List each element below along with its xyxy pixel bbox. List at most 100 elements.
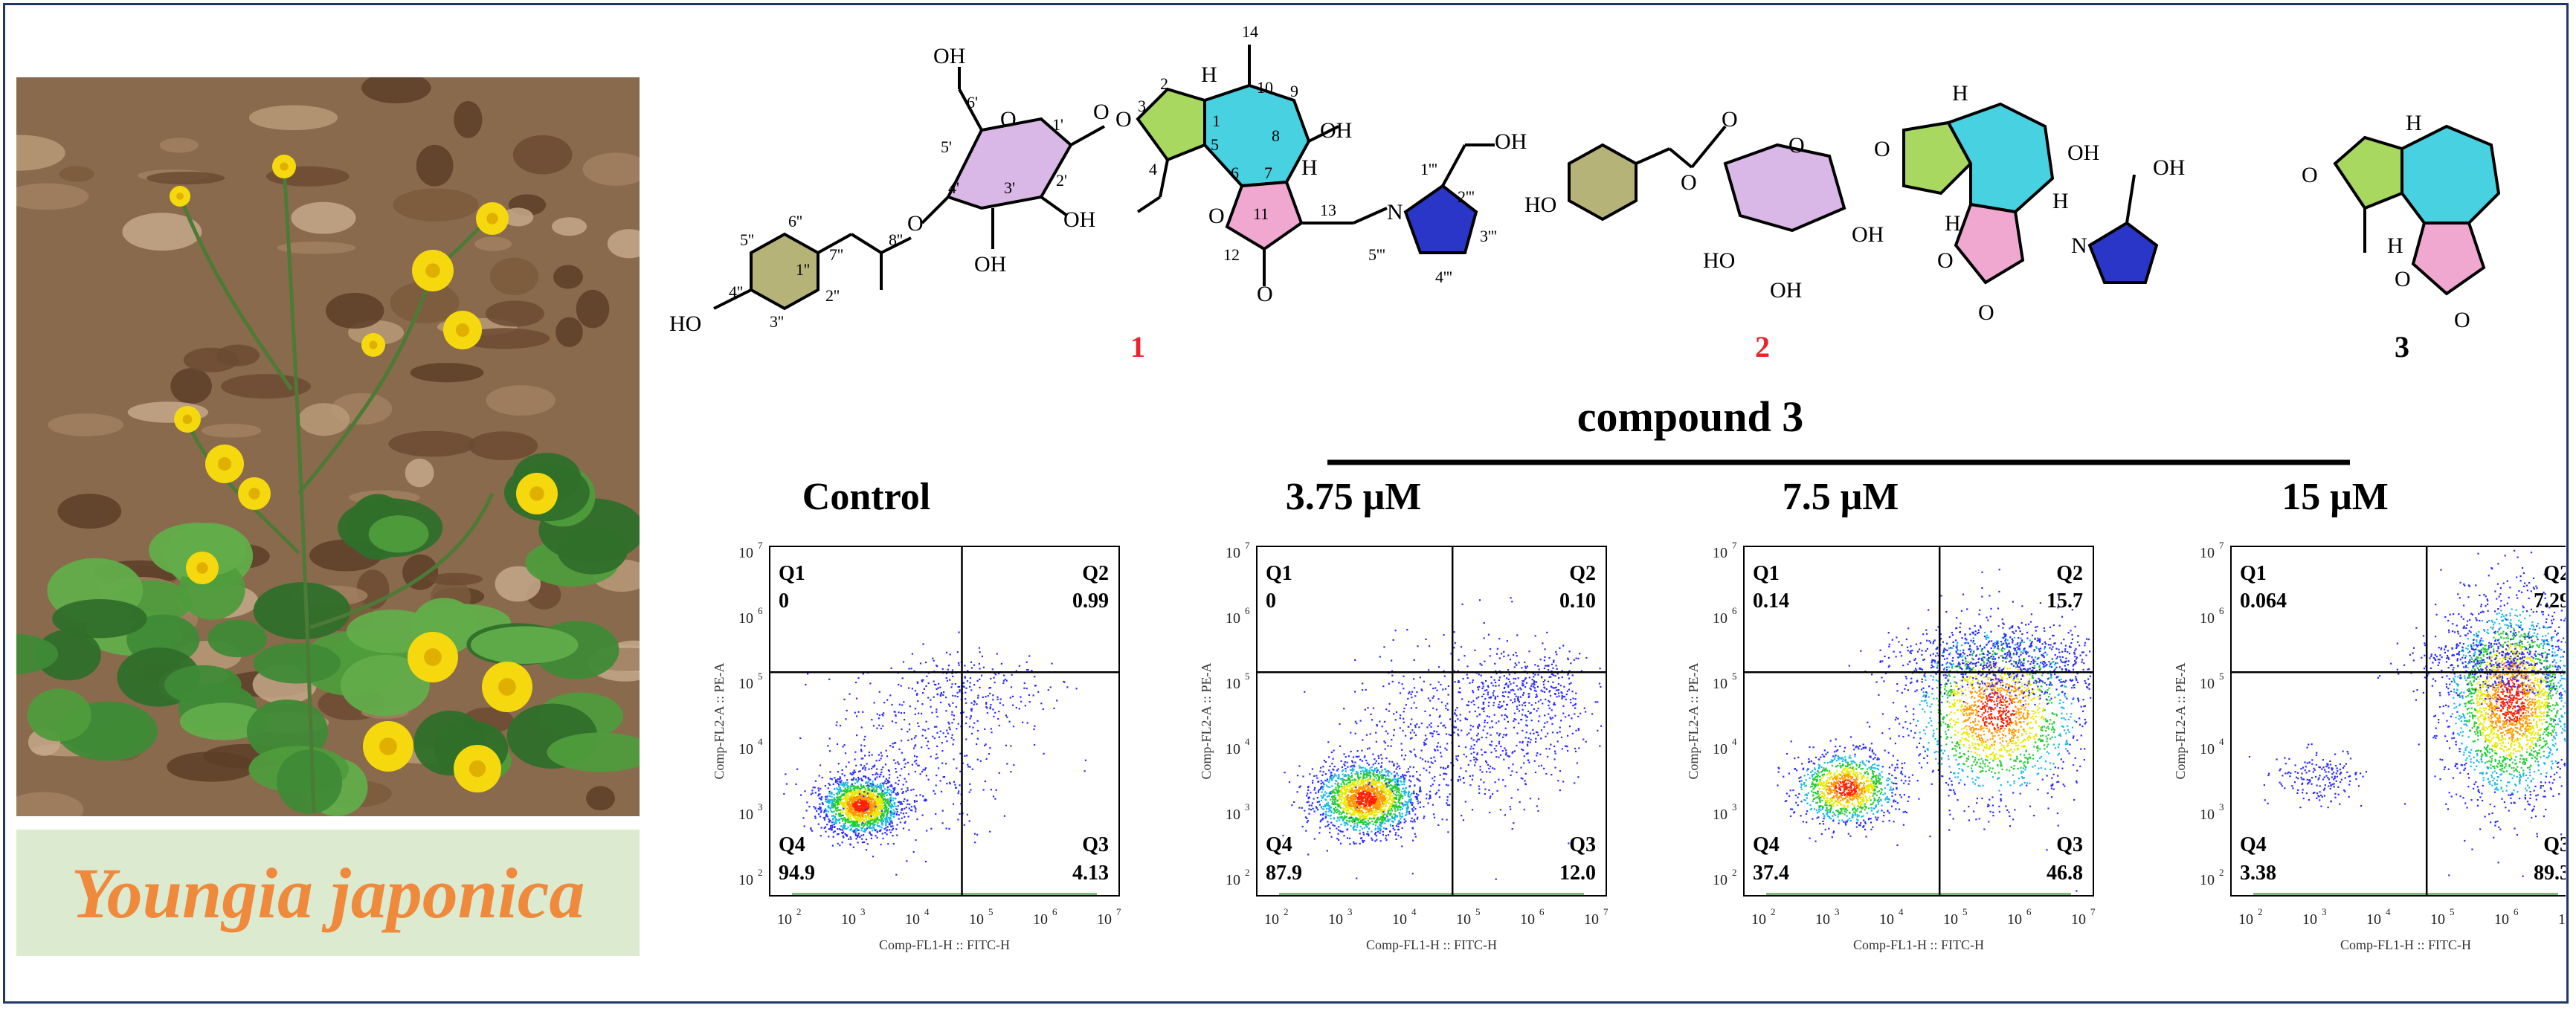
label-o: O <box>2454 308 2470 332</box>
structure-compound-1: OH 6' O 5' 1' O 4' 3' 2' OH OH O 8'' 7''… <box>669 22 1527 364</box>
y-tick: 10 <box>1713 872 1727 888</box>
y-tick: 10 <box>738 610 753 627</box>
x-tick-exponent: 3 <box>2322 906 2327 917</box>
x-tick: 10 <box>2558 911 2566 928</box>
x-tick: 10 <box>1264 911 1279 928</box>
x-tick-exponent: 6 <box>1539 906 1545 917</box>
y-tick: 10 <box>1713 610 1727 627</box>
panel-title: 3.75 μM <box>1286 476 1422 518</box>
y-tick: 10 <box>2200 872 2215 888</box>
y-tick-exponent: 4 <box>2219 736 2224 747</box>
panel-title: 7.5 μM <box>1783 476 1899 518</box>
quadrant-label: Q3 <box>1569 833 1596 856</box>
y-tick-exponent: 6 <box>2219 605 2224 616</box>
y-tick-exponent: 5 <box>1245 671 1250 682</box>
x-axis-label: Comp-FL1-H :: FITC-H <box>1366 937 1497 952</box>
panel-title: Control <box>802 476 930 518</box>
label-o: O <box>907 211 924 236</box>
label-c14: 14 <box>1242 22 1258 41</box>
x-tick-exponent: 4 <box>1899 906 1904 917</box>
y-tick-exponent: 7 <box>1245 540 1250 551</box>
label-c4p: 4' <box>948 178 959 197</box>
label-c6: 6 <box>1231 164 1239 182</box>
y-tick-exponent: 4 <box>1245 736 1250 747</box>
y-tick: 10 <box>1226 741 1240 758</box>
label-c3ppp: 3''' <box>1480 227 1497 245</box>
quadrant-label: Q4 <box>2240 833 2267 856</box>
y-tick: 10 <box>1713 807 1727 823</box>
label-oh: OH <box>1770 278 1802 303</box>
label-c1: 1 <box>1212 112 1220 130</box>
label-o: O <box>1937 248 1954 273</box>
quadrant-value-q2: 0.99 <box>1072 590 1109 613</box>
y-tick-exponent: 4 <box>758 736 763 747</box>
x-tick: 10 <box>2071 911 2086 928</box>
label-oh: OH <box>1063 207 1095 232</box>
x-tick: 10 <box>1943 911 1958 928</box>
x-tick-exponent: 6 <box>2514 906 2519 917</box>
y-tick-exponent: 5 <box>758 671 763 682</box>
species-label-box: Youngia japonica <box>16 830 640 956</box>
label-o: O <box>1257 282 1273 306</box>
x-tick: 10 <box>1097 911 1112 928</box>
x-tick-exponent: 5 <box>2450 906 2455 917</box>
label-c3pp: 3'' <box>770 312 784 331</box>
quadrant-value-q3: 12.0 <box>1559 862 1596 885</box>
label-h: H <box>1952 81 1968 106</box>
x-tick-exponent: 3 <box>860 906 866 917</box>
y-tick-exponent: 2 <box>758 867 763 878</box>
quadrant-label: Q1 <box>2240 562 2267 585</box>
label-oh: OH <box>1320 118 1352 143</box>
label-c12: 12 <box>1223 245 1240 264</box>
x-tick-exponent: 4 <box>924 906 930 917</box>
x-tick-exponent: 7 <box>1603 906 1609 917</box>
y-axis-label: Comp-FL2-A :: PE-A <box>712 662 727 779</box>
x-tick: 10 <box>841 911 856 928</box>
figure-frame <box>3 3 2569 1004</box>
label-o: O <box>1978 300 1994 325</box>
label-h: H <box>1201 62 1217 87</box>
label-c6pp: 6'' <box>788 212 802 230</box>
label-c3p: 3' <box>1004 178 1015 197</box>
plant-photo <box>16 77 640 816</box>
label-h: H <box>1301 155 1318 180</box>
label-o: O <box>2302 163 2318 187</box>
y-tick-exponent: 3 <box>1732 801 1737 813</box>
y-tick: 10 <box>1226 872 1240 888</box>
label-o: O <box>1208 204 1225 228</box>
label-o: O <box>1788 133 1805 158</box>
quadrant-value-q2: 15.7 <box>2047 590 2083 613</box>
x-axis-label: Comp-FL1-H :: FITC-H <box>2340 937 2471 952</box>
x-tick-exponent: 4 <box>1411 906 1417 917</box>
y-tick-exponent: 2 <box>1732 867 1737 878</box>
quadrant-value-q1: 0 <box>779 590 789 613</box>
y-axis-label: Comp-FL2-A :: PE-A <box>1686 662 1701 779</box>
quadrant-label: Q1 <box>1266 562 1292 585</box>
x-tick-exponent: 6 <box>1052 906 1057 917</box>
x-tick: 10 <box>2302 911 2317 928</box>
label-ho: HO <box>1703 248 1735 273</box>
compound-number-1: 1 <box>1130 330 1145 364</box>
quadrant-label: Q1 <box>779 562 805 585</box>
label-o: O <box>1093 100 1110 124</box>
x-tick-exponent: 3 <box>1347 906 1353 917</box>
label-c2: 2 <box>1160 74 1168 93</box>
quadrant-value-q1: 0.064 <box>2240 590 2287 613</box>
quadrant-value-q1: 0 <box>1266 590 1276 613</box>
quadrant-label: Q2 <box>1569 562 1596 585</box>
label-c6p: 6' <box>967 93 978 112</box>
quadrant-label: Q3 <box>1082 833 1109 856</box>
quadrant-label: Q2 <box>2056 562 2083 585</box>
label-o: O <box>1000 107 1017 132</box>
y-tick-exponent: 3 <box>758 801 763 813</box>
y-tick-exponent: 5 <box>1732 671 1737 682</box>
label-n: N <box>1387 200 1403 225</box>
x-tick: 10 <box>1751 911 1766 928</box>
quadrant-label: Q3 <box>2056 833 2083 856</box>
y-tick: 10 <box>738 545 753 561</box>
structure-compound-3: O H H O O 3 <box>2302 111 2501 364</box>
x-tick-exponent: 3 <box>1835 906 1840 917</box>
y-tick: 10 <box>1226 545 1240 561</box>
y-axis-label: Comp-FL2-A :: PE-A <box>2173 662 2188 779</box>
